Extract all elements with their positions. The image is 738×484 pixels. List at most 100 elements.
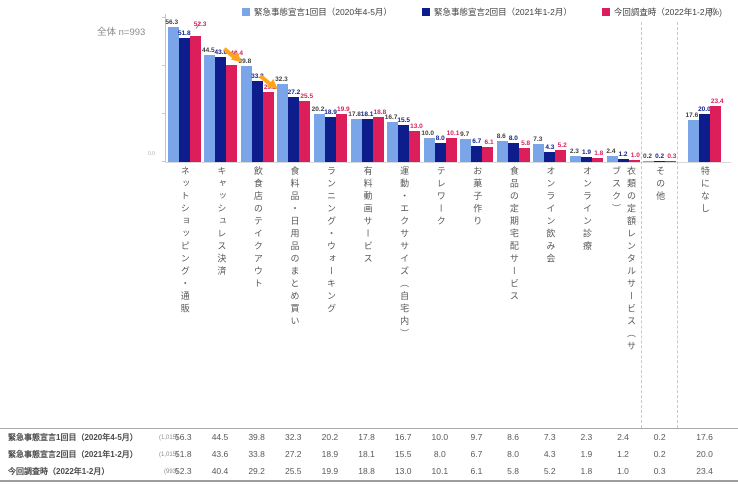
table-cell: 43.6: [211, 449, 229, 459]
bar-group: 32.3 27.2 25.5: [275, 14, 314, 162]
category-separator: [640, 22, 642, 428]
table-cell: 4.3: [543, 449, 556, 459]
y-axis-zero-label: 0.0: [148, 151, 155, 157]
bar-series1: 2.4: [606, 148, 618, 162]
bar-value-label: 19.9: [336, 106, 350, 114]
bar-value-label: 6.1: [484, 139, 494, 147]
table-cell: 5.2: [543, 466, 556, 476]
bar-value-label: 25.5: [300, 92, 314, 100]
table-row-values: 51.8 43.6 33.8 27.2 18.9 18.1 15.5 8.0 6.7 8.0 4.3…: [165, 449, 731, 459]
table-cell: 18.8: [358, 466, 375, 476]
bar-value-label: 20.0: [698, 106, 711, 113]
table-cell: 0.2: [653, 432, 666, 442]
bar-group: 0.2 0.2 0.3: [641, 14, 678, 162]
bar-series2: 0.2: [654, 153, 666, 162]
category-label: キャッシュレス決済: [216, 166, 227, 279]
bar-value-label: 51.8: [177, 29, 191, 37]
bar-series2: 27.2: [288, 89, 300, 162]
bar-value-label: 6.7: [472, 137, 482, 145]
bar-value-label: 52.3: [193, 21, 207, 29]
bar-series1: 10.0: [421, 130, 435, 162]
bar-group: 17.6 20.0 23.4: [678, 14, 731, 162]
bar-value-label: 29.2: [263, 83, 277, 91]
bar-value-label: 1.9: [581, 149, 591, 157]
legend-item: 緊急事態宣言1回目（2020年4-5月）: [242, 6, 392, 18]
table-cell: 7.3: [543, 432, 556, 442]
table-cell: 13.0: [394, 466, 412, 476]
table-row-sample-size: (1,015): [158, 434, 178, 441]
bar-value-label: 8.0: [508, 134, 518, 142]
data-table: 緊急事態宣言1回目（2020年4-5月） (1,015) 56.3 44.5 39.8 3…: [0, 428, 738, 482]
bar-series2: 15.5: [397, 117, 410, 162]
bar-group: 17.8 18.1 18.8: [348, 14, 386, 162]
table-row-sample-size: (993): [163, 468, 178, 475]
bar-series2: 43.6: [215, 49, 227, 162]
bar-value-label: 7.3: [533, 136, 543, 144]
bar-series2: 51.8: [178, 30, 191, 162]
bar-series1: 16.7: [385, 114, 399, 162]
bar-series3: 1.8: [591, 150, 603, 162]
legend-swatch-icon: [242, 8, 250, 16]
table-cell: 19.9: [321, 466, 339, 476]
bar-series2: 4.3: [544, 144, 556, 162]
chart-legend: 緊急事態宣言1回目（2020年4-5月） 緊急事態宣言2回目（2021年1-2月）…: [242, 6, 722, 18]
bar-value-label: 4.3: [545, 143, 555, 151]
bar-value-label: 0.2: [655, 153, 665, 161]
category-label: 食料品・日用品のまとめ買い: [289, 166, 300, 329]
category-label: 特になし: [699, 166, 710, 216]
category-cell: 飲食店のテイクアウト: [239, 166, 276, 364]
y-axis: [162, 14, 166, 162]
bar-value-label: 9.7: [460, 130, 470, 138]
bar-group: 9.7 6.7 6.1: [459, 14, 496, 162]
table-cell: 10.1: [431, 466, 449, 476]
category-label: 運動・エクササイズ（自宅内）: [399, 166, 410, 341]
category-label: テレワーク: [435, 166, 446, 229]
bar-value-label: 33.8: [251, 72, 264, 80]
bar-series1: 39.8: [239, 58, 252, 162]
table-cell: 17.6: [696, 432, 713, 442]
table-cell: 56.3: [175, 432, 192, 442]
legend-swatch-icon: [601, 8, 610, 16]
category-label: オンライン飲み会: [545, 166, 556, 266]
bar-group: 2.4 1.2 1.0: [605, 14, 642, 162]
category-label: その他: [655, 166, 666, 204]
table-cell: 33.8: [248, 449, 265, 459]
table-cell: 17.8: [358, 432, 375, 442]
table-row-sample-size: (1,015): [158, 451, 178, 458]
table-cell: 8.0: [507, 449, 519, 459]
table-cell: 1.2: [617, 449, 629, 459]
y-axis-tick: [162, 161, 165, 162]
table-cell: 2.3: [580, 432, 593, 442]
bar-series3: 1.0: [628, 152, 640, 162]
bar-value-label: 1.2: [618, 151, 628, 159]
bar-series3: 6.1: [482, 139, 494, 162]
category-cell: 食品の定期宅配サービス: [495, 166, 532, 364]
bar-group: 8.6 8.0 5.8: [495, 14, 532, 162]
category-separator: [677, 22, 679, 428]
bar-value-label: 2.3: [569, 148, 579, 156]
bar-value-label: 1.0: [630, 151, 640, 159]
unit-label: (%): [708, 7, 722, 17]
bar-series3: 52.3: [189, 21, 206, 162]
bar-group: 10.0 8.0 10.1: [421, 14, 459, 162]
legend-swatch-icon: [421, 8, 430, 16]
table-cell: 5.8: [507, 466, 519, 476]
bar-series3: 29.2: [262, 84, 277, 162]
bar-value-label: 17.6: [685, 111, 699, 119]
table-row-values: 56.3 44.5 39.8 32.3 20.2 17.8 16.7 10.0 9.7 8.6 7.…: [165, 432, 731, 442]
category-cell: 食料品・日用品のまとめ買い: [276, 166, 313, 364]
bar-group: 44.5 43.6 40.4: [202, 14, 243, 162]
category-axis: ネットショッピング・通販 キャッシュレス決済 飲食店のテイクアウト 食料品・日用品のま…: [166, 166, 731, 364]
table-cell: 51.8: [175, 449, 192, 459]
table-cell: 2.4: [617, 432, 629, 442]
category-cell: テレワーク: [422, 166, 459, 364]
bar-group: 16.7 15.5 13.0: [385, 14, 423, 162]
y-axis-tick: [162, 113, 165, 114]
category-cell: 衣類の定額レンタルサービス（サブスク）: [605, 166, 642, 364]
category-cell: 運動・エクササイズ（自宅内）: [385, 166, 422, 364]
bar-series1: 20.2: [312, 106, 326, 162]
bar-value-label: 1.8: [594, 149, 604, 157]
table-cell: 1.8: [580, 466, 593, 476]
bar-series1: 56.3: [165, 19, 179, 162]
